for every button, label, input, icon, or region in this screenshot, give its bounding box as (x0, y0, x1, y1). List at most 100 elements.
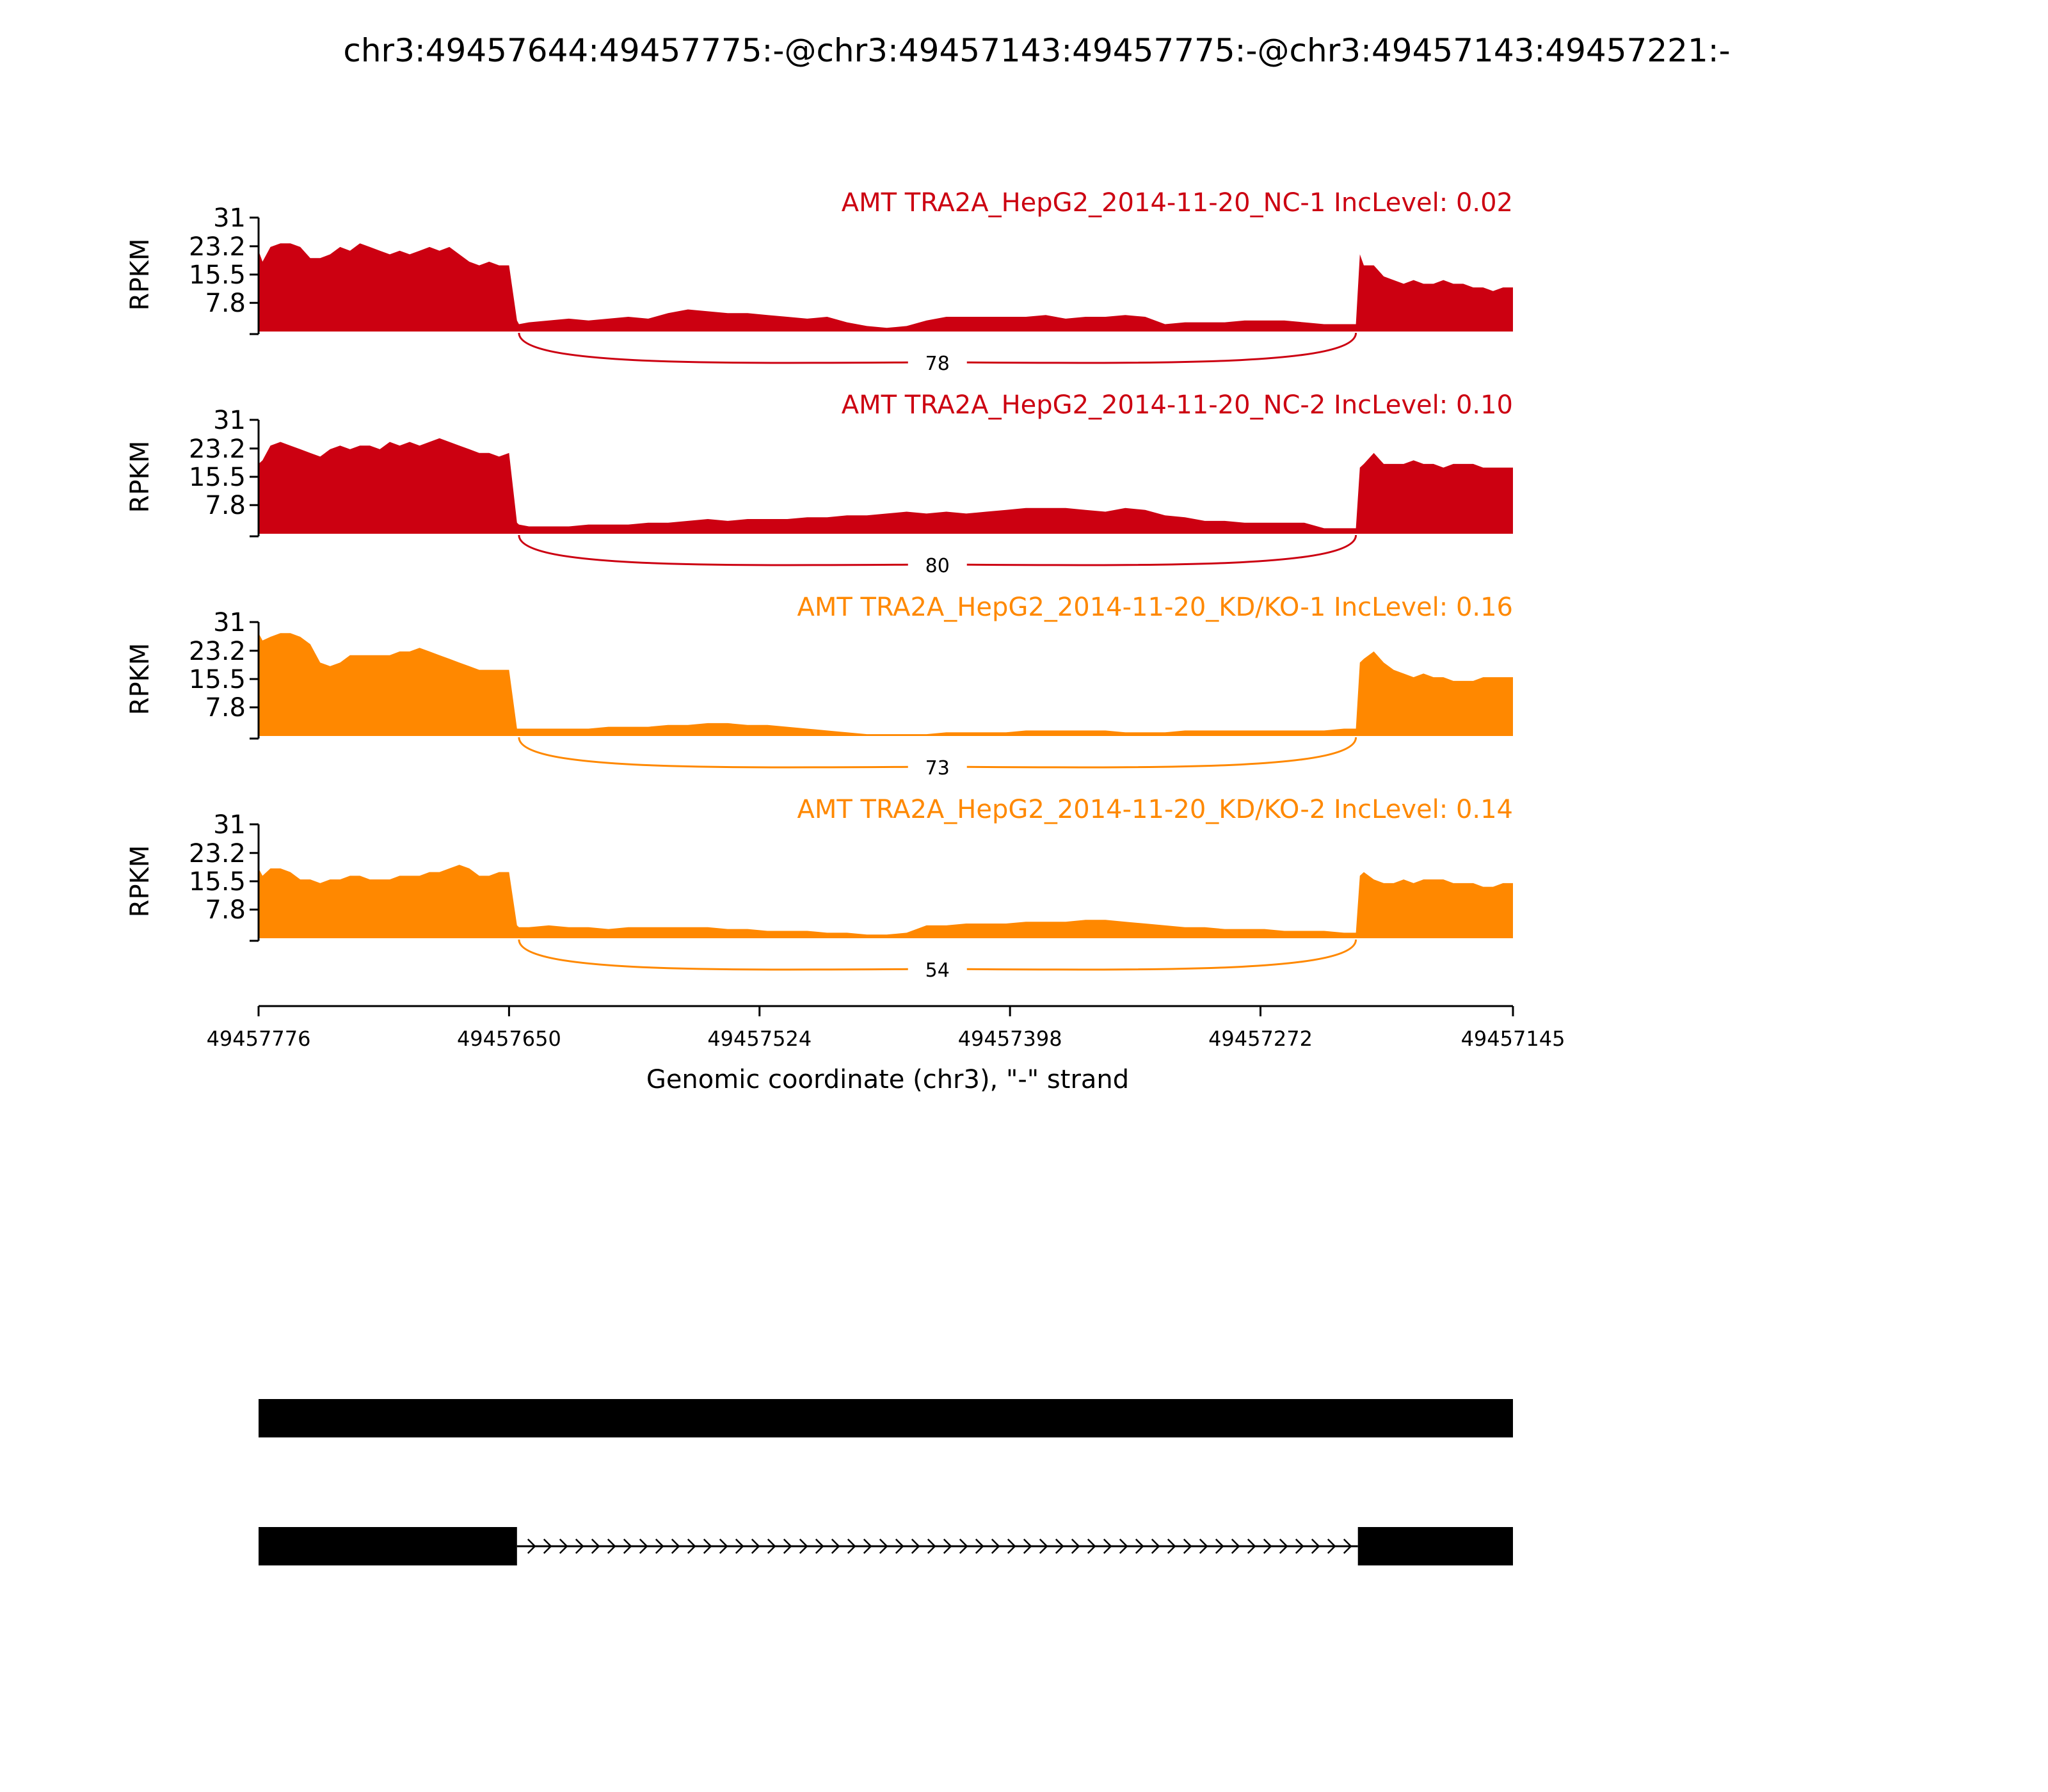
coverage-panel-3: 7.815.523.231 RPKM AMT TRA2A_HepG2_2014-11… (125, 593, 1513, 780)
strand-arrow-icon (735, 1539, 744, 1554)
strand-arrow-icon (975, 1539, 984, 1554)
exon-block (1357, 1527, 1513, 1565)
coverage-panel-4: 7.815.523.231 RPKM AMT TRA2A_HepG2_2014-11… (125, 795, 1513, 982)
strand-arrow-icon (879, 1539, 888, 1554)
y-axis-label: RPKM (125, 643, 155, 716)
x-tick-label: 49457272 (1208, 1027, 1313, 1051)
strand-arrow-icon (559, 1539, 568, 1554)
y-axis-label: RPKM (125, 441, 155, 513)
coverage-area (259, 633, 1513, 736)
strand-arrow-icon (751, 1539, 760, 1554)
strand-arrow-icon (1103, 1539, 1112, 1554)
strand-arrow-icon (895, 1539, 904, 1554)
exon-block (259, 1399, 1513, 1437)
y-tick-label: 7.8 (205, 289, 246, 318)
series-title: AMT TRA2A_HepG2_2014-11-20_NC-2 IncLevel… (842, 390, 1513, 420)
junction-count: 80 (925, 555, 950, 577)
y-tick-label: 31 (213, 204, 246, 233)
strand-arrow-icon (1183, 1539, 1192, 1554)
strand-arrow-icon (1151, 1539, 1160, 1554)
strand-arrow-icon (687, 1539, 696, 1554)
y-tick-label: 23.2 (189, 232, 246, 262)
series-title: AMT TRA2A_HepG2_2014-11-20_NC-1 IncLevel… (842, 188, 1513, 218)
y-tick-label: 31 (213, 810, 246, 840)
figure-title: chr3:49457644:49457775:-@chr3:49457143:4… (343, 32, 1730, 69)
strand-arrow-icon (575, 1539, 584, 1554)
y-tick-label: 23.2 (189, 435, 246, 464)
strand-arrow-icon (527, 1539, 536, 1554)
strand-arrow-icon (1087, 1539, 1096, 1554)
y-axis-label: RPKM (125, 845, 155, 918)
strand-arrow-icon (655, 1539, 664, 1554)
junction-count-bg (908, 552, 967, 577)
coverage-area (259, 243, 1513, 332)
series-title: AMT TRA2A_HepG2_2014-11-20_KD/KO-2 IncLe… (797, 795, 1513, 824)
y-axis-label: RPKM (125, 239, 155, 311)
strand-arrow-icon (911, 1539, 920, 1554)
x-tick-label: 49457524 (707, 1027, 812, 1051)
y-tick-label: 15.5 (189, 463, 246, 492)
y-tick-label: 31 (213, 406, 246, 435)
y-tick-label: 15.5 (189, 665, 246, 694)
strand-arrow-icon (1071, 1539, 1080, 1554)
y-tick-label: 23.2 (189, 637, 246, 666)
strand-arrow-icon (1167, 1539, 1176, 1554)
y-tick-label: 7.8 (205, 693, 246, 723)
strand-arrow-icon (1055, 1539, 1064, 1554)
strand-arrow-icon (863, 1539, 872, 1554)
strand-arrow-icon (1119, 1539, 1128, 1554)
strand-arrow-icon (671, 1539, 680, 1554)
isoform-2 (259, 1527, 1513, 1565)
strand-arrow-icon (1295, 1539, 1304, 1554)
strand-arrow-icon (543, 1539, 552, 1554)
strand-arrow-icon (1023, 1539, 1032, 1554)
x-tick-label: 49457776 (207, 1027, 311, 1051)
y-tick-label: 31 (213, 608, 246, 637)
x-axis: Genomic coordinate (chr3), "-" strand 49… (207, 1005, 1565, 1094)
strand-arrow-icon (1263, 1539, 1272, 1554)
y-tick-label: 15.5 (189, 260, 246, 290)
strand-arrow-icon (623, 1539, 632, 1554)
strand-arrow-icon (1007, 1539, 1016, 1554)
strand-arrow-icon (607, 1539, 616, 1554)
strand-arrow-icon (719, 1539, 728, 1554)
isoform-1 (259, 1399, 1513, 1437)
y-tick-label: 7.8 (205, 491, 246, 520)
gene-model-track (259, 1399, 1513, 1565)
strand-arrow-icon (991, 1539, 1000, 1554)
strand-arrow-icon (639, 1539, 648, 1554)
y-tick-label: 15.5 (189, 867, 246, 897)
strand-arrow-icon (1327, 1539, 1336, 1554)
strand-arrow-icon (815, 1539, 824, 1554)
junction-count: 73 (925, 757, 950, 780)
y-tick-label: 23.2 (189, 839, 246, 868)
strand-arrow-icon (703, 1539, 712, 1554)
coverage-area (259, 865, 1513, 938)
series-title: AMT TRA2A_HepG2_2014-11-20_KD/KO-1 IncLe… (797, 593, 1513, 622)
strand-arrow-icon (831, 1539, 840, 1554)
strand-arrow-icon (1279, 1539, 1288, 1554)
strand-arrow-icon (1039, 1539, 1048, 1554)
strand-arrow-icon (1231, 1539, 1240, 1554)
strand-arrow-icon (1199, 1539, 1208, 1554)
coverage-panel-1: 7.815.523.231 RPKM AMT TRA2A_HepG2_2014-11… (125, 188, 1513, 375)
y-tick-label: 7.8 (205, 895, 246, 925)
strand-arrow-icon (847, 1539, 856, 1554)
strand-arrow-icon (1135, 1539, 1144, 1554)
strand-arrow-icon (927, 1539, 936, 1554)
junction-count-bg (908, 349, 967, 375)
coverage-area (259, 438, 1513, 534)
strand-arrow-icon (1311, 1539, 1320, 1554)
junction-count: 78 (925, 353, 950, 375)
strand-arrow-icon (1247, 1539, 1256, 1554)
strand-arrow-icon (799, 1539, 808, 1554)
strand-arrow-icon (959, 1539, 968, 1554)
strand-arrow-icon (591, 1539, 600, 1554)
strand-arrow-icon (943, 1539, 952, 1554)
strand-arrow-icon (767, 1539, 776, 1554)
x-axis-label: Genomic coordinate (chr3), "-" strand (646, 1065, 1129, 1094)
junction-count-bg (908, 754, 967, 780)
x-tick-label: 49457398 (958, 1027, 1062, 1051)
x-tick-label: 49457145 (1461, 1027, 1565, 1051)
